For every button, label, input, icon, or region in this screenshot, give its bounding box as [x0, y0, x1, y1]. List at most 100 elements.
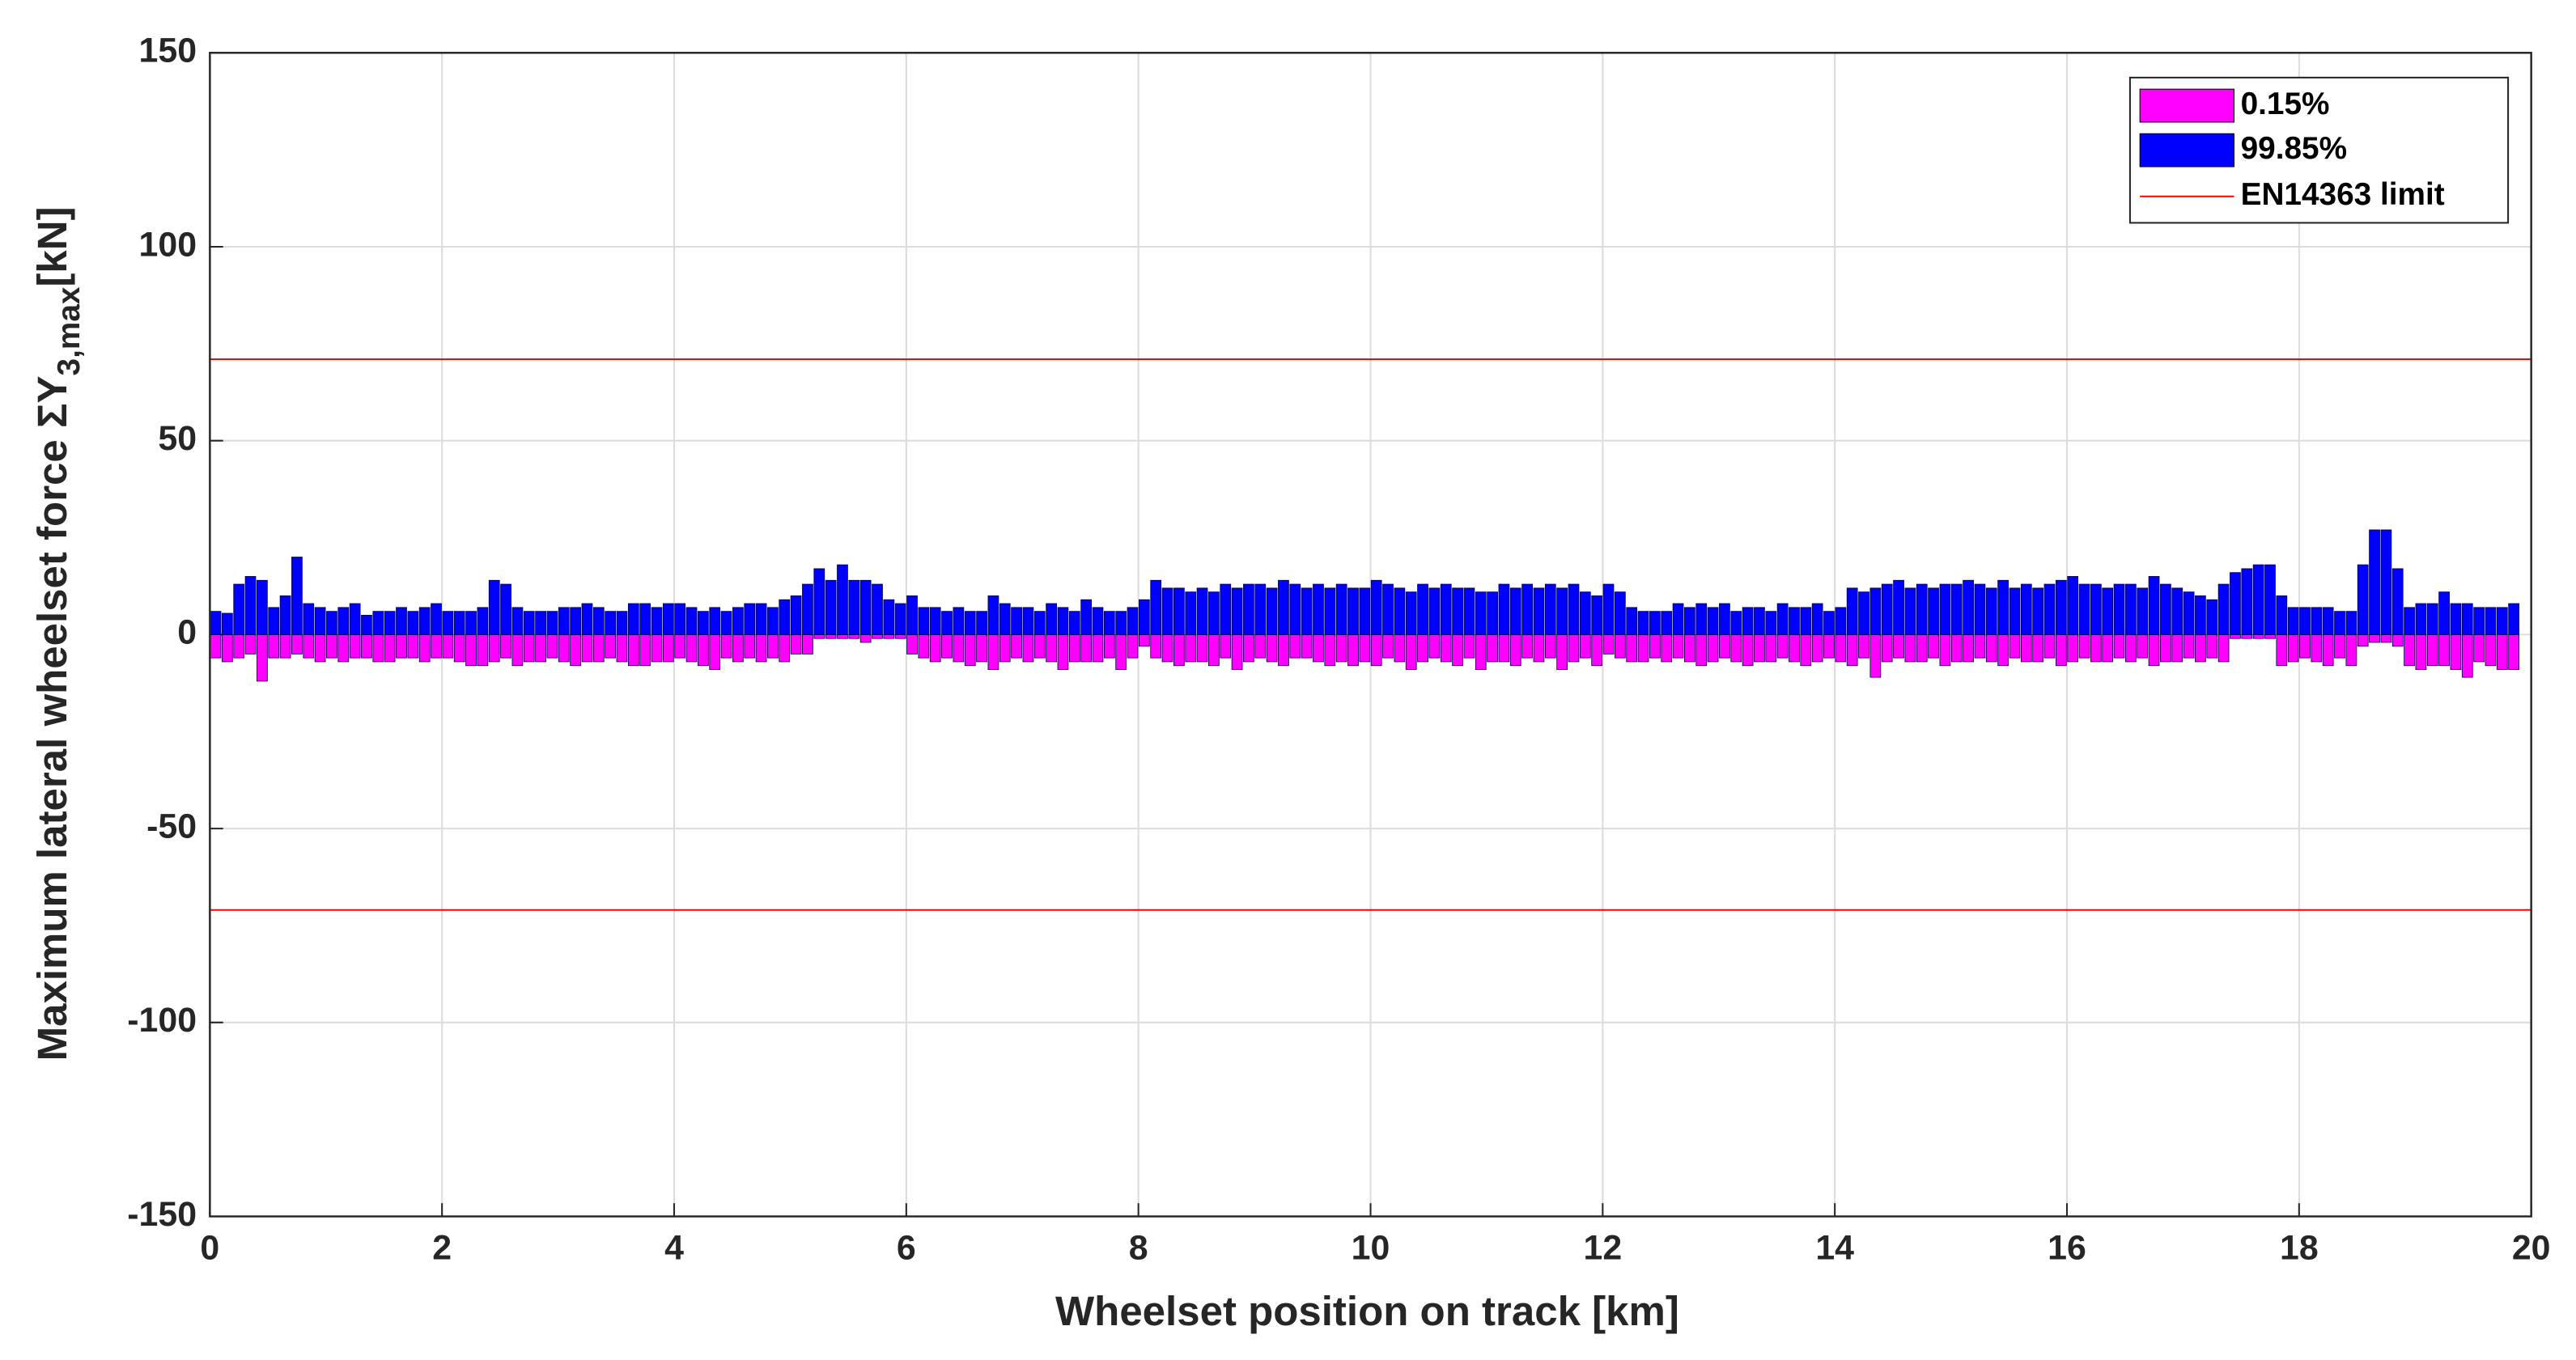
- bar: [1544, 633, 1556, 659]
- bar: [1220, 583, 1232, 635]
- bar: [1649, 633, 1661, 659]
- bar: [813, 568, 825, 635]
- bar: [859, 633, 872, 643]
- bar: [1974, 633, 1986, 659]
- bar: [1289, 583, 1301, 635]
- x-tick-label: 16: [2048, 1229, 2086, 1268]
- bar: [1138, 633, 1150, 647]
- y-axis-label-sub: 3,max: [52, 286, 87, 375]
- bar: [2195, 633, 2206, 663]
- bar: [361, 633, 372, 659]
- bar: [2195, 595, 2206, 635]
- bar: [1033, 633, 1046, 659]
- bar: [407, 611, 419, 635]
- bar: [859, 579, 872, 635]
- bar: [592, 633, 605, 663]
- bar: [790, 595, 802, 635]
- bar: [1138, 599, 1150, 635]
- bar: [1452, 587, 1463, 635]
- bar: [2438, 633, 2450, 667]
- bar: [2160, 633, 2171, 663]
- bar: [662, 603, 674, 635]
- bar: [894, 603, 906, 635]
- bar: [1011, 607, 1022, 635]
- bar: [372, 633, 384, 663]
- bar: [1730, 633, 1742, 663]
- bar: [1754, 633, 1765, 663]
- bar: [2334, 633, 2345, 659]
- y-axis-label-unit: [kN]: [29, 206, 75, 286]
- bar: [1185, 633, 1197, 663]
- bar: [1881, 633, 1893, 663]
- bar: [1382, 633, 1394, 659]
- bar: [1463, 587, 1475, 635]
- bar: [2299, 633, 2311, 659]
- bar: [465, 633, 477, 667]
- bar: [709, 607, 721, 635]
- bar: [1080, 599, 1092, 635]
- bar: [570, 607, 581, 635]
- bar: [767, 633, 779, 659]
- bar: [1765, 611, 1777, 635]
- axes-box: [209, 52, 2532, 1218]
- bar: [233, 583, 245, 635]
- bar: [744, 633, 756, 659]
- y-axis-label-main: Maximum lateral wheelset force ΣY: [29, 375, 75, 1061]
- bar: [1046, 633, 1057, 663]
- bar: [872, 583, 883, 635]
- bar: [2020, 633, 2032, 663]
- bar: [523, 633, 535, 663]
- bar: [1626, 633, 1638, 663]
- bar: [303, 603, 315, 635]
- bar: [964, 633, 976, 667]
- bar: [418, 633, 431, 663]
- bar: [2067, 576, 2079, 635]
- bar: [1231, 633, 1243, 670]
- bar: [1719, 633, 1730, 659]
- bar: [2020, 583, 2032, 635]
- bar: [349, 603, 361, 635]
- bar: [2508, 633, 2520, 670]
- legend-label: 0.15%: [2241, 87, 2330, 121]
- bar: [1068, 611, 1080, 635]
- y-tick-label: 100: [139, 225, 197, 264]
- bar: [2473, 607, 2485, 635]
- bar: [698, 633, 709, 667]
- bar: [1057, 607, 1069, 635]
- bar: [2369, 529, 2380, 635]
- bar: [1057, 633, 1069, 670]
- bar: [2032, 633, 2044, 663]
- bar: [500, 633, 511, 659]
- y-tick-label: 0: [177, 613, 197, 652]
- bar: [244, 576, 257, 635]
- bar: [2055, 579, 2067, 635]
- y-tick-label: -50: [146, 807, 197, 845]
- bar: [546, 611, 558, 635]
- bar: [720, 611, 732, 635]
- bar: [1649, 611, 1661, 635]
- bar: [2415, 633, 2427, 670]
- bar: [1904, 633, 1916, 663]
- legend-swatch: [2139, 133, 2234, 167]
- x-tick-label: 20: [2512, 1229, 2551, 1268]
- bar: [1963, 633, 1974, 663]
- bar: [592, 607, 605, 635]
- bar: [1359, 633, 1371, 663]
- bar: [2357, 633, 2369, 647]
- bar: [535, 633, 546, 663]
- bar: [268, 633, 280, 659]
- bar: [431, 603, 442, 635]
- bar: [906, 595, 918, 635]
- bar: [1776, 633, 1789, 659]
- bar: [837, 564, 848, 635]
- legend-swatch: [2139, 88, 2234, 123]
- bar: [848, 633, 860, 639]
- bar: [2426, 603, 2438, 635]
- bar: [2090, 583, 2102, 635]
- bar: [1324, 587, 1336, 635]
- bar: [941, 611, 953, 635]
- bar: [1173, 587, 1185, 635]
- bar: [1556, 587, 1568, 635]
- x-tick-label: 14: [1815, 1229, 1854, 1268]
- bar: [2345, 611, 2357, 635]
